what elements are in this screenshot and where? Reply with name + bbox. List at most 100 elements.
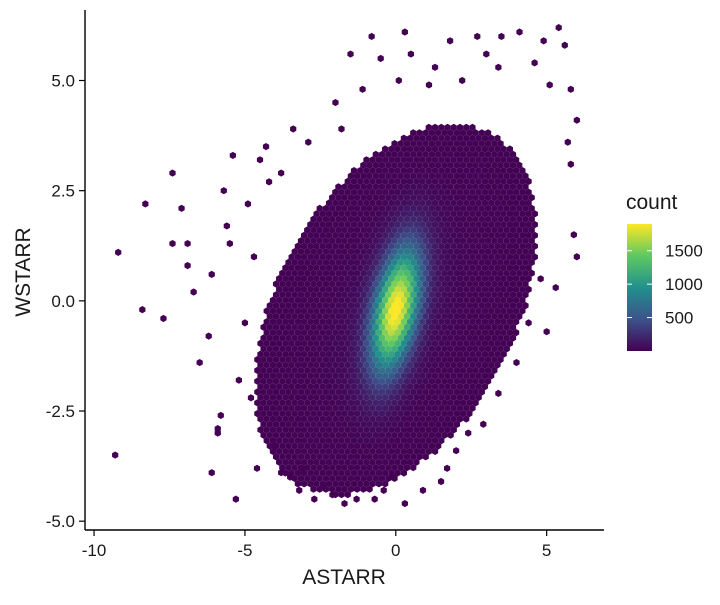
hex-bin bbox=[360, 420, 367, 428]
hex-bin bbox=[307, 415, 314, 423]
hex-bin bbox=[491, 226, 498, 234]
hex-bin bbox=[319, 339, 326, 347]
hex-bin bbox=[463, 199, 470, 207]
hex-bin bbox=[407, 242, 414, 250]
hex-bin bbox=[528, 204, 535, 212]
hex-bin bbox=[519, 167, 526, 175]
hex-bin bbox=[360, 474, 367, 482]
hex-bin bbox=[422, 323, 429, 331]
hex-bin bbox=[447, 140, 454, 148]
hex-bin bbox=[272, 334, 280, 342]
hex-bin bbox=[435, 150, 442, 158]
hex-bin bbox=[435, 194, 442, 202]
hex-bin-outlier bbox=[537, 275, 544, 283]
hex-bin bbox=[522, 269, 529, 277]
hex-bin bbox=[525, 199, 532, 207]
hex-bin bbox=[407, 264, 414, 272]
hex-bin bbox=[463, 329, 470, 337]
hex-bin bbox=[481, 253, 489, 261]
hex-bin bbox=[472, 183, 479, 191]
hex-bin bbox=[366, 366, 373, 374]
hex-bin bbox=[332, 426, 339, 434]
hex-bin bbox=[441, 248, 448, 256]
hex-bin bbox=[341, 345, 348, 353]
hex-bin-outlier bbox=[184, 239, 191, 248]
hex-bin bbox=[297, 280, 305, 288]
hex-bin bbox=[410, 431, 417, 439]
hex-bin bbox=[279, 399, 286, 407]
hex-bin bbox=[438, 372, 445, 380]
hex-bin bbox=[297, 431, 305, 439]
hex-bin bbox=[488, 156, 495, 164]
hex-bin bbox=[322, 474, 330, 482]
hex-bin bbox=[431, 231, 439, 239]
hex-bin bbox=[435, 237, 442, 245]
hex-bin bbox=[372, 431, 379, 439]
hex-bin bbox=[350, 415, 358, 423]
hex-bin bbox=[301, 329, 308, 337]
hex-bin-outlier bbox=[196, 358, 203, 367]
hex-bin bbox=[428, 150, 436, 158]
hex-bin bbox=[347, 194, 354, 202]
hex-bin bbox=[413, 393, 420, 401]
hex-bin bbox=[407, 372, 414, 380]
hex-bin bbox=[329, 474, 336, 482]
hex-bin bbox=[481, 264, 489, 272]
hex-bin bbox=[478, 356, 485, 364]
hex-bin bbox=[456, 134, 464, 142]
hex-bin bbox=[491, 366, 498, 374]
hex-bin bbox=[460, 140, 467, 148]
hex-bin-outlier bbox=[305, 138, 312, 146]
hex-bin bbox=[413, 275, 420, 283]
hex-bin bbox=[488, 145, 495, 153]
hex-bin bbox=[447, 388, 454, 396]
hex-bin bbox=[329, 399, 336, 407]
hex-bin bbox=[372, 302, 379, 310]
hex-bin bbox=[422, 226, 429, 234]
hex-bin bbox=[297, 291, 305, 299]
hex-bin bbox=[288, 361, 295, 369]
hex-bin bbox=[410, 399, 417, 407]
hex-bin bbox=[341, 194, 348, 202]
hex-bin bbox=[413, 253, 420, 261]
hex-bin bbox=[410, 334, 417, 342]
hex-bin bbox=[391, 356, 398, 364]
hex-bin bbox=[304, 377, 311, 385]
hex-bin bbox=[372, 237, 379, 245]
hex-bin bbox=[347, 312, 354, 320]
hex-bin bbox=[422, 248, 429, 256]
hex-bin bbox=[385, 464, 392, 472]
hex-bin bbox=[276, 329, 283, 337]
hex-bin bbox=[279, 334, 286, 342]
hex-bin bbox=[428, 302, 436, 310]
hex-bin bbox=[316, 474, 323, 482]
hex-bin bbox=[475, 350, 482, 358]
hex-bin bbox=[388, 307, 395, 315]
hex-bin bbox=[385, 226, 392, 234]
hex-bin bbox=[413, 199, 420, 207]
hex-bin bbox=[260, 366, 267, 374]
hex-bin bbox=[425, 285, 432, 293]
hex-bin bbox=[441, 388, 448, 396]
hex-bin bbox=[313, 447, 320, 455]
hex-bin bbox=[307, 221, 314, 229]
hex-bin bbox=[488, 264, 495, 272]
hex-bin bbox=[382, 339, 389, 347]
hex-bin bbox=[509, 194, 517, 202]
hex-bin bbox=[435, 388, 442, 396]
hex-bin bbox=[388, 231, 395, 239]
hex-bin bbox=[525, 285, 532, 293]
hex-bin bbox=[341, 204, 348, 212]
hex-bin bbox=[400, 199, 407, 207]
hex-bin bbox=[509, 204, 517, 212]
hex-bin-outlier bbox=[235, 376, 243, 384]
hex-bin bbox=[488, 210, 495, 218]
hex-bin bbox=[366, 323, 373, 331]
hex-bin bbox=[397, 453, 404, 461]
hex-bin bbox=[478, 269, 485, 277]
hex-bin bbox=[431, 296, 439, 304]
hex-bin bbox=[460, 183, 467, 191]
hex-bin bbox=[301, 404, 308, 412]
hex-bin bbox=[319, 458, 326, 466]
hex-bin bbox=[450, 177, 457, 185]
